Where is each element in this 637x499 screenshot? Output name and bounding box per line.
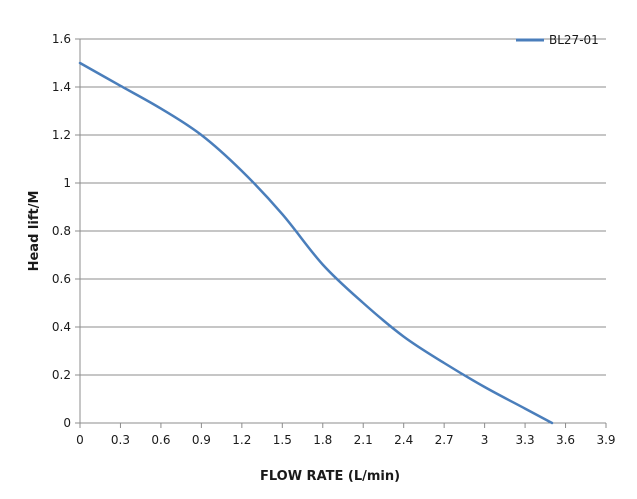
x-tick-label: 2.4 <box>394 433 413 447</box>
x-tick-labels: 0 0.3 0.6 0.9 1.2 1.5 1.8 2.1 2.4 2.7 3 3.3 3.6 3.9 <box>76 433 615 447</box>
y-tick-labels: 0 0.2 0.4 0.6 0.8 1 1.2 1.4 1.6 <box>52 32 71 430</box>
x-tick-label: 0.6 <box>151 433 170 447</box>
x-tick-label: 3.6 <box>556 433 575 447</box>
x-tick-label: 2.7 <box>435 433 454 447</box>
grid-lines <box>80 38 606 376</box>
x-tick-label: 1.2 <box>232 433 251 447</box>
series-line <box>78 61 554 425</box>
x-tick-label: 3.3 <box>516 433 535 447</box>
y-tick-label: 0.8 <box>52 224 71 238</box>
y-tick-label: 0 <box>63 416 71 430</box>
y-tick-label: 1 <box>63 176 71 190</box>
x-tick-label: 0.9 <box>192 433 211 447</box>
y-tick-label: 0.4 <box>52 320 71 334</box>
x-axis-title: FLOW RATE (L/min) <box>260 469 400 484</box>
x-tick-label: 2.1 <box>354 433 373 447</box>
x-tick-label: 3.9 <box>596 433 615 447</box>
legend: BL27-01 <box>516 33 599 47</box>
x-tick-label: 0 <box>76 433 84 447</box>
x-tick-label: 1.5 <box>273 433 292 447</box>
legend-label: BL27-01 <box>549 33 599 47</box>
axes <box>75 38 607 428</box>
x-tick-label: 1.8 <box>313 433 332 447</box>
y-tick-label: 0.6 <box>52 272 71 286</box>
y-tick-label: 0.2 <box>52 368 71 382</box>
x-tick-label: 0.3 <box>111 433 130 447</box>
y-tick-label: 1.4 <box>52 80 71 94</box>
y-axis-title: Head lift/M <box>27 191 42 272</box>
series-group <box>78 61 554 425</box>
x-tick-label: 3 <box>481 433 489 447</box>
y-tick-label: 1.6 <box>52 32 71 46</box>
y-tick-label: 1.2 <box>52 128 71 142</box>
